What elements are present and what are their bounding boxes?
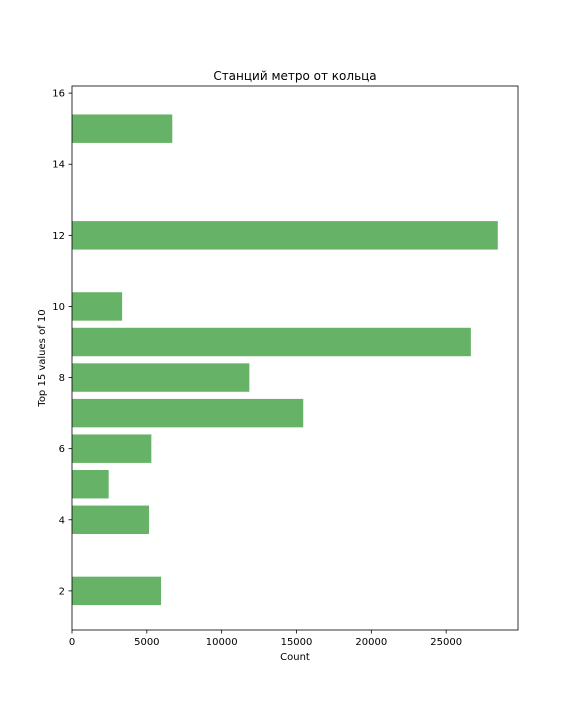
bars-group xyxy=(72,114,498,606)
x-tick-label: 15000 xyxy=(281,637,313,648)
x-axis-label: Count xyxy=(280,652,310,663)
bar-2 xyxy=(72,576,162,606)
y-tick-label: 2 xyxy=(59,586,65,597)
bar-12 xyxy=(72,221,498,250)
y-tick-label: 8 xyxy=(59,373,65,384)
bar-15 xyxy=(72,114,173,143)
bar-9 xyxy=(72,327,471,357)
bar-7 xyxy=(72,398,304,428)
y-tick-label: 4 xyxy=(59,515,65,526)
y-axis-ticks: 2 4 6 8 10 12 14 16 xyxy=(52,89,72,597)
x-tick-label: 10000 xyxy=(206,637,238,648)
x-tick-label: 5000 xyxy=(134,637,159,648)
y-tick-label: 16 xyxy=(52,89,65,100)
bar-4 xyxy=(72,505,150,534)
bar-6 xyxy=(72,434,152,463)
x-tick-label: 25000 xyxy=(430,637,462,648)
x-axis-ticks: 0 5000 10000 15000 20000 25000 xyxy=(69,630,462,648)
y-tick-label: 12 xyxy=(52,231,65,242)
plot-area-frame xyxy=(71,85,519,631)
y-axis-label: Top 15 values of 10 xyxy=(37,309,48,407)
bar-10 xyxy=(72,292,123,321)
x-tick-label: 0 xyxy=(69,637,75,648)
x-tick-label: 20000 xyxy=(355,637,387,648)
y-tick-label: 6 xyxy=(59,444,65,455)
y-tick-label: 14 xyxy=(52,160,65,171)
y-tick-label: 10 xyxy=(52,302,65,313)
bar-5 xyxy=(72,470,109,499)
bar-8 xyxy=(72,363,250,392)
chart-title: Станций метро от кольца xyxy=(213,69,376,83)
